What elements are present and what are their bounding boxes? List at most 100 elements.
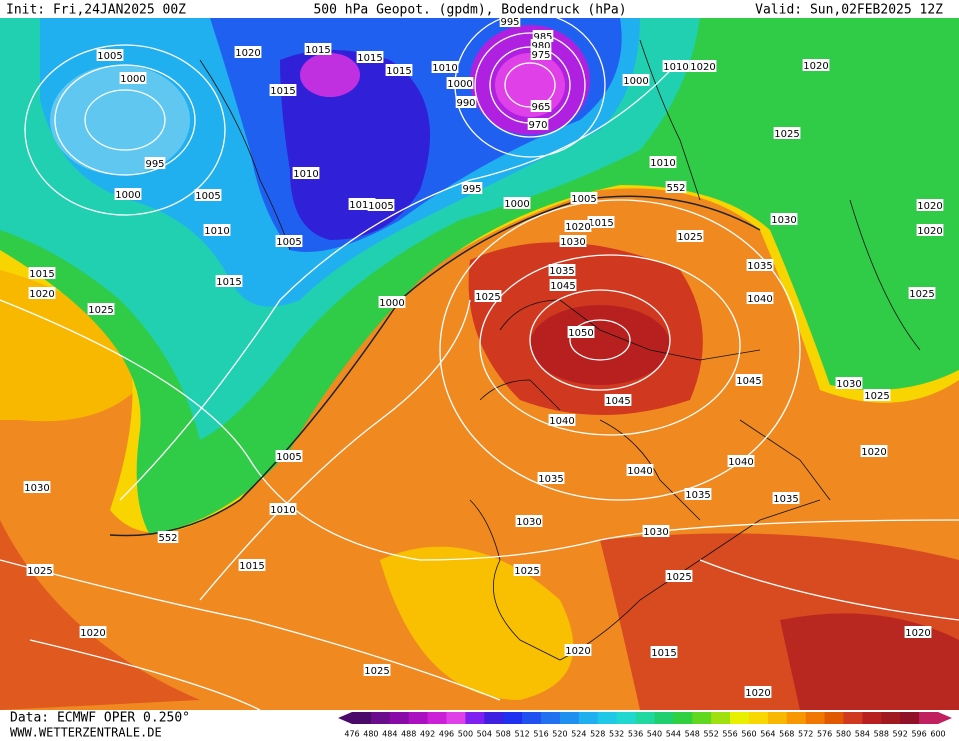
isobar-label: 1010 [663,62,688,73]
isobar-label: 1030 [560,237,585,248]
label-box [28,267,56,279]
isobar [24,44,226,216]
label-box [676,230,704,242]
isobar-label: 1020 [861,447,886,458]
colorbar-label: 572 [798,730,813,739]
colorbar-bin [597,712,618,724]
isobar-label: 980 [531,41,550,52]
label-box [665,181,687,193]
colorbar-label: 480 [363,730,378,739]
isobar-label: 1025 [364,666,389,677]
colorbar-arrow-right [938,712,952,724]
field-iberia [380,546,574,700]
label-box [689,60,717,72]
isobar-label: 1020 [565,646,590,657]
isobars [0,12,959,711]
isobar [474,32,586,138]
label-box [513,564,541,576]
colorbar-bin [843,712,863,724]
isobar-label: 970 [528,120,547,131]
colorbar-label: 576 [817,730,832,739]
label-box [662,60,690,72]
label-box [587,216,615,228]
field-low-west [300,53,360,97]
label-box [275,450,303,462]
colorbar-label: 556 [722,730,737,739]
colorbar-label: 476 [344,730,359,739]
isobar-label: 1020 [80,628,105,639]
isobar-label: 1015 [357,53,382,64]
colorbar-bin [900,712,920,724]
isobar-label: 1030 [771,215,796,226]
label-box [269,503,297,515]
isobar-label: 1030 [643,527,668,538]
isobar-label: 1005 [276,237,301,248]
colorbar-bin [541,712,561,724]
label-box [356,51,384,63]
isobar-label: 1030 [836,379,861,390]
isobar [569,319,631,361]
label-box [367,199,395,211]
label-box [474,290,502,302]
isobar-label: 1000 [447,79,472,90]
label-box [665,570,693,582]
isobar-label: 1020 [905,628,930,639]
isobar-label: 1025 [88,305,113,316]
label-box [215,275,243,287]
map-title: 500 hPa Geopot. (gpdm), Bodendruck (hPa) [313,3,626,18]
isobar-label: 1045 [550,281,575,292]
label-box [79,626,107,638]
label-box [559,235,587,247]
colorbar-label: 528 [590,730,605,739]
isobar-label: 1045 [605,396,630,407]
label-box [916,224,944,236]
colorbar-label: 596 [911,730,926,739]
colorbar-bin [824,712,844,724]
label-box [564,644,592,656]
label-box [908,287,936,299]
colorbar-bin [748,712,769,724]
colorbar-bin [673,712,693,724]
isobar-label: 552 [666,183,685,194]
isobar-label: 1015 [216,277,241,288]
isobar-label: 1010 [204,226,229,237]
colorbar-label: 584 [855,730,870,739]
colorbar-label: 548 [685,730,700,739]
isobar-label: 1005 [195,191,220,202]
colorbar-bin [427,712,448,724]
label-box [461,182,483,194]
colorbar-bin [635,712,655,724]
colorbar-label: 492 [420,730,435,739]
isobar-label: 552 [158,533,177,544]
label-box [549,279,577,291]
label-box [157,531,179,543]
colorbar-bin [616,712,637,724]
isobar-label: 1025 [774,129,799,140]
label-box [87,303,115,315]
colorbar-label: 496 [439,730,454,739]
colorbar-bin [767,712,788,724]
isobar-label: 1035 [538,474,563,485]
isobar-label: 1015 [305,45,330,56]
colorbar-bin [465,712,485,724]
isobar-label: 1025 [677,232,702,243]
label-box [642,525,670,537]
isobar-label: 1000 [379,298,404,309]
label-box [863,389,891,401]
label-box [684,488,712,500]
isobar-label: 1015 [29,269,54,280]
label-box [570,192,598,204]
colorbar-label: 600 [930,730,945,739]
colorbar-bin [805,712,826,724]
isobar-label: 1040 [728,457,753,468]
colorbar-label: 544 [666,730,681,739]
label-box [234,46,262,58]
colorbar-label: 500 [458,730,473,739]
colorbar-label: 588 [874,730,889,739]
isobar-label: 1025 [514,566,539,577]
isobar-label: 1020 [803,61,828,72]
colorbar-label: 516 [533,730,548,739]
label-box [530,48,552,60]
label-box [548,414,576,426]
